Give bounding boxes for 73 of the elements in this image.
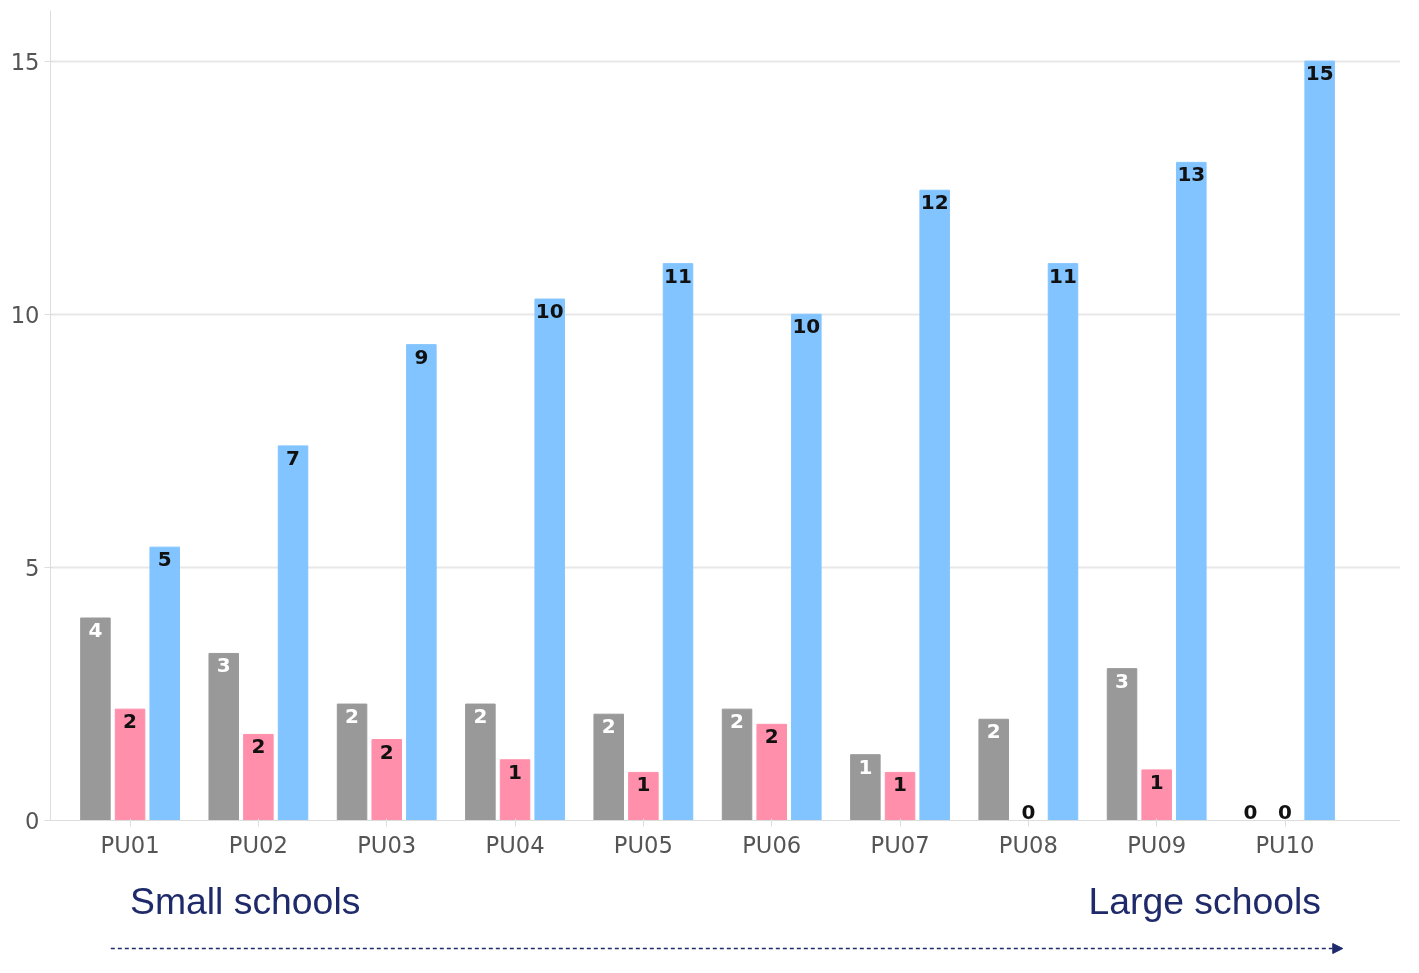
bar bbox=[336, 703, 368, 821]
data-label: 15 bbox=[1305, 61, 1334, 86]
text: Small schools bbox=[130, 879, 361, 922]
bar bbox=[593, 713, 624, 821]
bar bbox=[114, 708, 146, 821]
data-label: 5 bbox=[157, 547, 172, 572]
x-tick-label: PU10 bbox=[1255, 831, 1315, 858]
bar bbox=[721, 708, 753, 821]
x-tick-label: PU06 bbox=[742, 831, 802, 858]
x-tick-label: PU04 bbox=[485, 831, 545, 858]
data-label: 0 bbox=[1021, 799, 1036, 824]
data-label: 11 bbox=[1049, 263, 1077, 288]
bar bbox=[978, 718, 1009, 821]
data-label: 1 bbox=[636, 772, 651, 797]
y-tick-label: 0 bbox=[25, 808, 40, 834]
data-label: 10 bbox=[535, 299, 564, 324]
data-label: 0 bbox=[1278, 799, 1292, 824]
y-tick-label: 10 bbox=[10, 301, 40, 328]
x-tick-label: PU01 bbox=[100, 831, 160, 858]
bar bbox=[662, 263, 694, 821]
data-label: 1 bbox=[858, 754, 873, 779]
x-tick-label: PU08 bbox=[998, 831, 1058, 858]
bar bbox=[1106, 668, 1138, 821]
data-label: 1 bbox=[508, 759, 523, 784]
bar bbox=[919, 189, 950, 821]
bar bbox=[1141, 769, 1172, 821]
bar bbox=[499, 759, 531, 821]
bar bbox=[756, 723, 787, 821]
data-label: 2 bbox=[730, 709, 745, 734]
bar bbox=[208, 652, 239, 821]
bar bbox=[1304, 60, 1335, 821]
bar bbox=[534, 298, 565, 821]
data-label: 10 bbox=[792, 314, 821, 339]
bar bbox=[406, 344, 437, 821]
data-label: 2 bbox=[764, 724, 779, 749]
data-label: 9 bbox=[414, 344, 429, 369]
data-label: 7 bbox=[286, 445, 300, 470]
data-label: 2 bbox=[986, 719, 1001, 744]
data-label: 1 bbox=[893, 772, 907, 797]
bar bbox=[628, 771, 659, 821]
bar bbox=[80, 617, 111, 821]
data-label: 2 bbox=[345, 704, 360, 729]
x-tick-label: PU03 bbox=[357, 831, 417, 858]
data-label: 2 bbox=[251, 734, 266, 759]
data-label: 12 bbox=[920, 190, 949, 215]
bar bbox=[791, 313, 822, 821]
x-tick-label: PU09 bbox=[1127, 831, 1187, 858]
data-label: 11 bbox=[664, 263, 692, 288]
data-label: 2 bbox=[379, 739, 394, 764]
data-label: 2 bbox=[473, 704, 488, 729]
bar bbox=[243, 733, 274, 821]
bar bbox=[1047, 263, 1079, 821]
data-label: 2 bbox=[123, 709, 138, 734]
data-label: 4 bbox=[88, 618, 103, 642]
data-label: 2 bbox=[601, 714, 616, 739]
bar bbox=[149, 546, 180, 821]
text: Large schools bbox=[1088, 879, 1321, 922]
x-tick-label: PU02 bbox=[228, 831, 288, 858]
y-tick-label: 5 bbox=[25, 554, 40, 581]
data-label: 1 bbox=[1149, 769, 1164, 794]
data-label: 13 bbox=[1177, 162, 1206, 187]
y-tick-label: 15 bbox=[10, 48, 40, 75]
data-label: 3 bbox=[216, 653, 231, 678]
x-tick-label: PU05 bbox=[613, 831, 673, 858]
data-label: 0 bbox=[1243, 799, 1258, 824]
bar bbox=[465, 703, 496, 821]
bar bbox=[850, 754, 881, 821]
bar bbox=[277, 445, 309, 821]
bar bbox=[884, 771, 916, 821]
bar bbox=[1176, 161, 1207, 821]
bar bbox=[371, 739, 402, 821]
x-tick-label: PU07 bbox=[870, 831, 930, 858]
data-label: 3 bbox=[1115, 668, 1129, 693]
